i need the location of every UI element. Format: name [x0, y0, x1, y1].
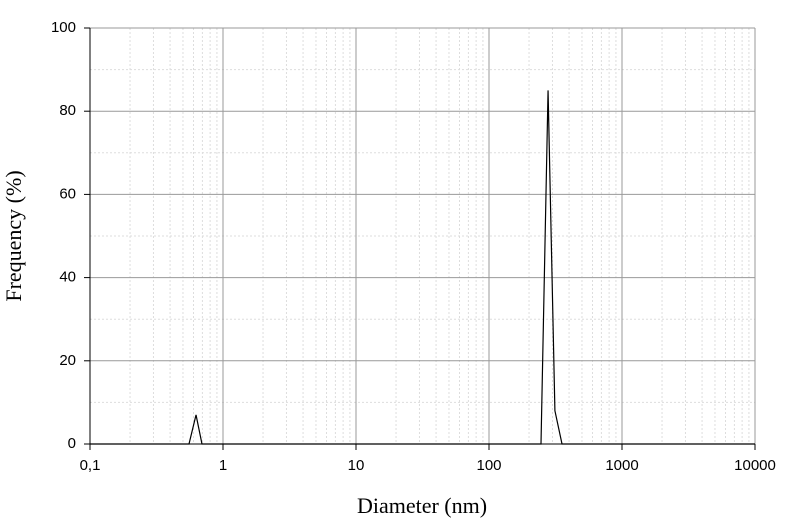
x-tick-label: 1 — [219, 457, 227, 474]
x-tick-label: 0,1 — [80, 457, 101, 474]
y-tick-label: 100 — [51, 19, 76, 36]
y-tick-label: 60 — [59, 185, 76, 202]
y-tick-label: 20 — [59, 352, 76, 369]
x-tick-label: 100 — [476, 457, 501, 474]
x-tick-label: 10 — [348, 457, 365, 474]
x-axis-label: Diameter (nm) — [357, 493, 487, 518]
x-tick-label: 10000 — [734, 457, 776, 474]
y-tick-label: 80 — [59, 102, 76, 119]
y-tick-label: 0 — [68, 435, 76, 452]
data-line — [90, 90, 755, 445]
x-tick-label: 1000 — [605, 457, 638, 474]
y-axis-label: Frequency (%) — [1, 170, 26, 301]
y-tick-label: 40 — [59, 269, 76, 286]
